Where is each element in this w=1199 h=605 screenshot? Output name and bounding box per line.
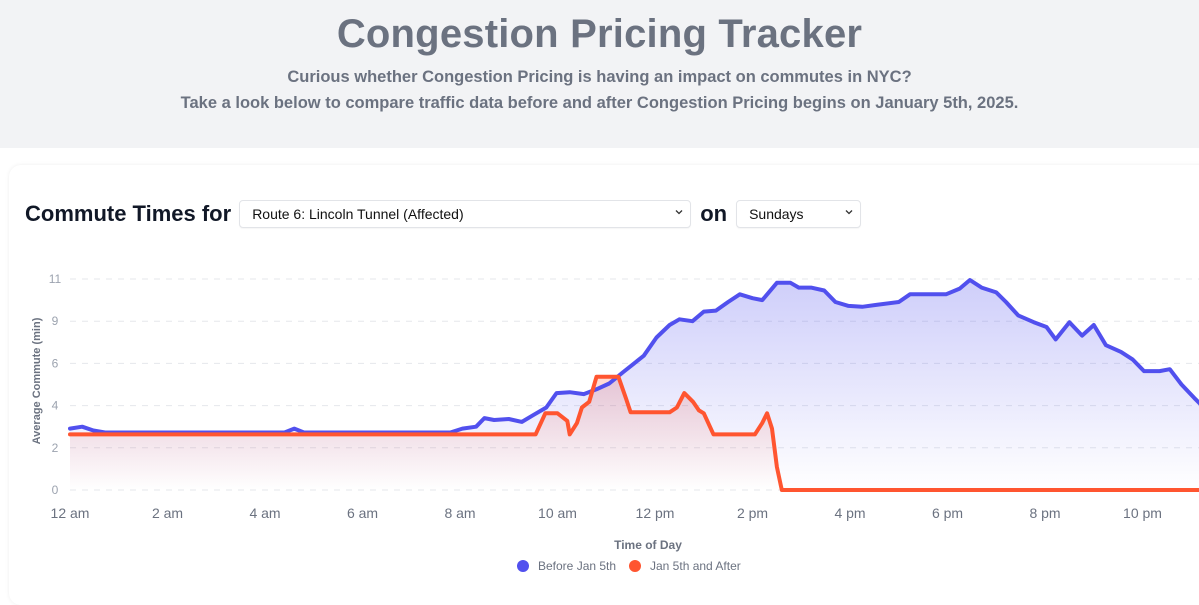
series-line-before[interactable] — [68, 278, 1199, 435]
x-tick-label: 12 pm — [636, 505, 675, 521]
page-title: Congestion Pricing Tracker — [336, 12, 863, 56]
x-tick-label: 6 pm — [932, 505, 963, 521]
commute-chart: 0 2 4 6 9 11 12 am 2 am 4 am 6 am 8 am 10 am 12 pm 2… — [31, 272, 1199, 573]
legend-marker-after[interactable] — [629, 560, 641, 572]
legend-marker-before[interactable] — [517, 560, 529, 572]
series-area-before — [70, 280, 1199, 490]
x-tick-label: 8 am — [444, 505, 475, 521]
x-tick-label: 6 am — [347, 505, 378, 521]
x-tick-label: 4 am — [249, 505, 280, 521]
series-areas — [70, 280, 1199, 490]
x-tick-label: 10 pm — [1123, 505, 1162, 521]
x-axis-ticks: 12 am 2 am 4 am 6 am 8 am 10 am 12 pm 2 pm 4 pm 6… — [51, 505, 1162, 521]
page-subtitle-line-2: Take a look below to compare traffic dat… — [180, 94, 1019, 112]
route-select-value: Route 6: Lincoln Tunnel (Affected) — [252, 206, 464, 222]
y-axis-ticks: 0 2 4 6 9 11 — [49, 272, 62, 497]
chart-legend: Before Jan 5th Jan 5th and After — [517, 559, 741, 573]
legend-label-before[interactable]: Before Jan 5th — [538, 559, 616, 573]
x-tick-label: 4 pm — [834, 505, 865, 521]
x-tick-label: 2 pm — [737, 505, 768, 521]
x-tick-label: 10 am — [538, 505, 577, 521]
y-tick-label: 0 — [52, 483, 59, 497]
chevron-down-icon — [844, 207, 854, 217]
page-header: Congestion Pricing Tracker Curious wheth… — [0, 0, 1199, 148]
legend-label-after[interactable]: Jan 5th and After — [650, 559, 741, 573]
on-label: on — [700, 201, 728, 226]
chevron-down-icon — [674, 207, 684, 217]
y-tick-label: 4 — [52, 399, 59, 413]
chart-controls: Commute Times for Route 6: Lincoln Tunne… — [25, 199, 862, 229]
y-tick-label: 6 — [52, 356, 59, 370]
series-lines — [68, 278, 1199, 492]
y-axis-title: Average Commute (min) — [31, 317, 43, 444]
x-axis-title: Time of Day — [614, 538, 682, 552]
y-tick-label: 2 — [52, 441, 59, 455]
y-tick-label: 11 — [49, 272, 62, 286]
x-tick-label: 8 pm — [1029, 505, 1060, 521]
series-line-after[interactable] — [68, 374, 1199, 492]
x-tick-label: 12 am — [51, 505, 90, 521]
y-tick-label: 9 — [52, 314, 59, 328]
page-subtitle-line-1: Curious whether Congestion Pricing is ha… — [287, 68, 912, 86]
commute-times-label: Commute Times for — [25, 201, 232, 226]
route-select[interactable]: Route 6: Lincoln Tunnel (Affected) — [239, 200, 692, 228]
day-select-value: Sundays — [749, 206, 804, 222]
day-select[interactable]: Sundays — [736, 200, 862, 228]
x-tick-label: 2 am — [152, 505, 183, 521]
